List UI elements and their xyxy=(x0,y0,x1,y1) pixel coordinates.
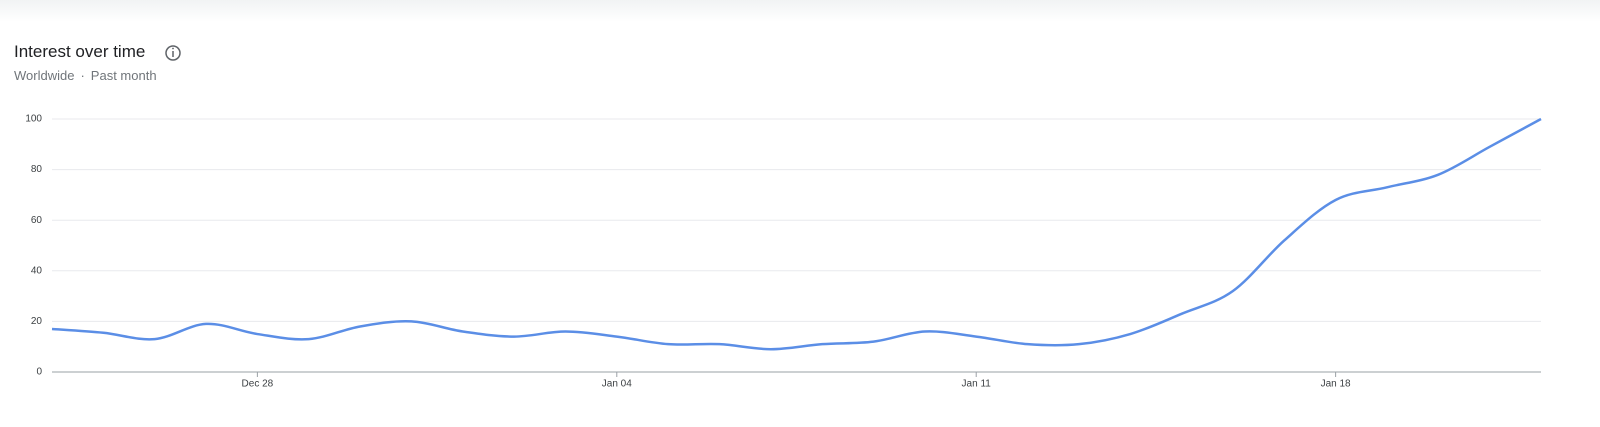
x-tick-label: Jan 04 xyxy=(602,379,632,390)
chart-title: Interest over time xyxy=(14,42,146,61)
geo[interactable]: Worldwide xyxy=(14,68,75,83)
x-tick-label: Jan 11 xyxy=(962,379,992,390)
separator: · xyxy=(80,68,85,83)
x-tick-label: Jan 18 xyxy=(1321,379,1351,390)
y-tick-label: 0 xyxy=(36,367,42,378)
trend-line xyxy=(51,117,1542,351)
y-tick-label: 60 xyxy=(31,215,43,226)
y-tick-label: 40 xyxy=(31,265,43,276)
top-shadow xyxy=(0,0,1600,22)
y-tick-label: 100 xyxy=(25,114,42,125)
y-tick-label: 20 xyxy=(31,316,43,327)
x-tick-label: Dec 28 xyxy=(242,379,274,390)
y-tick-label: 80 xyxy=(31,164,43,175)
period[interactable]: Past month xyxy=(90,68,157,83)
subtitle: Worldwide · Past month xyxy=(14,68,163,83)
info-icon[interactable] xyxy=(165,45,181,61)
